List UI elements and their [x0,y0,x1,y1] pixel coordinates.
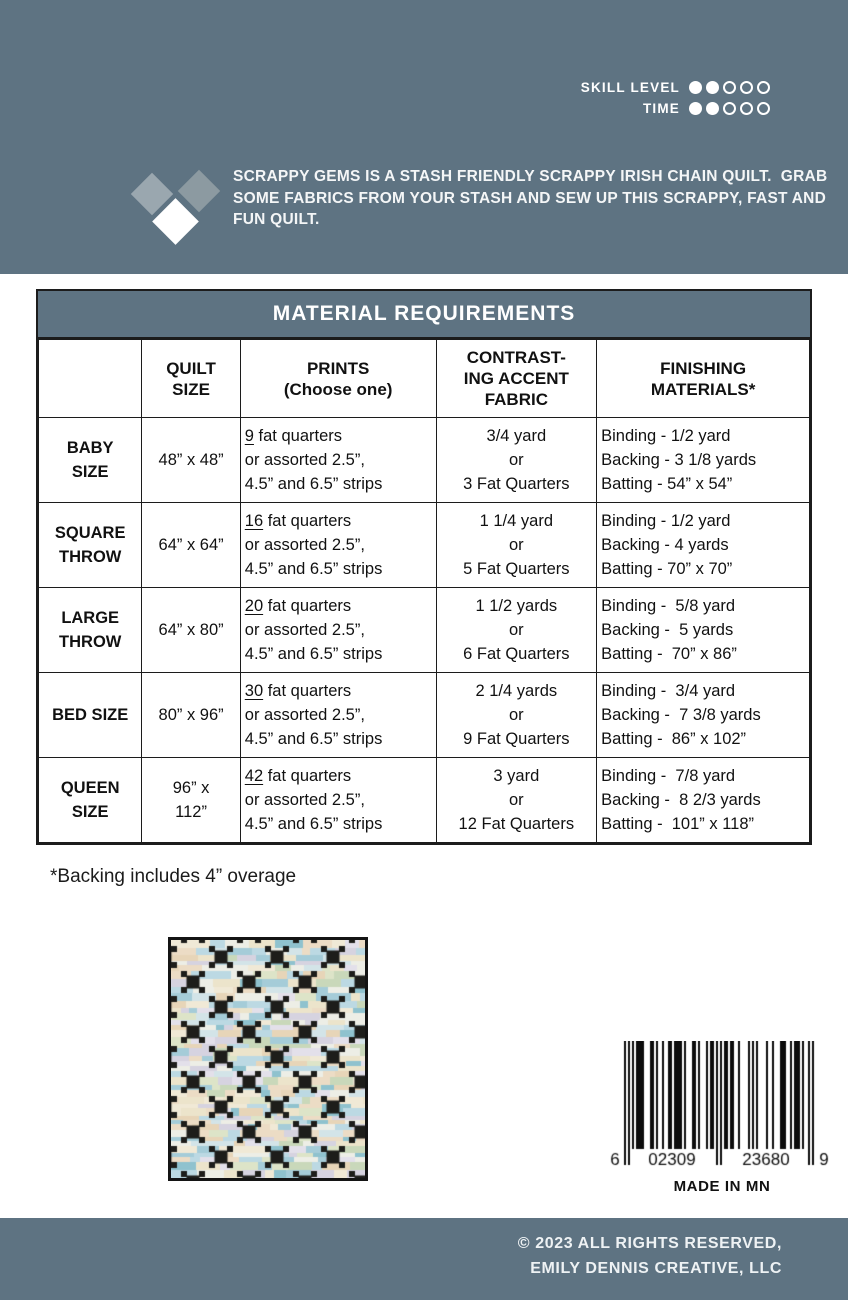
accent-fabric-cell: 3 yard or 12 Fat Quarters [435,757,598,843]
skill-level-dots [689,81,770,94]
material-requirements-table: MATERIAL REQUIREMENTS QUILT SIZE PRINTS (Ch… [36,289,812,845]
dot-empty-icon [740,81,753,94]
finishing-materials-cell: Binding - 5/8 yard Backing - 5 yards Batti… [596,587,810,673]
table-row: LARGE THROW 64” x 80” 20 fat quarters or ass… [37,587,810,673]
prints-cell: 20 fat quarters or assorted 2.5”, 4.5” and… [239,587,437,673]
table-row: BABY SIZE 48” x 48” 9 fat quarters or assort… [37,417,810,503]
skill-time-block: SKILL LEVEL TIME [581,80,770,116]
row-label: BABY SIZE [37,417,143,503]
dot-empty-icon [757,81,770,94]
quilt-size-cell: 64” x 64” [141,502,241,588]
made-in-label: MADE IN MN [673,1178,771,1195]
description-line: SCRAPPY GEMS IS A STASH FRIENDLY SCRAPPY… [233,168,828,185]
table-row: QUEEN SIZE 96” x 112” 42 fat quarters or asso… [37,757,810,843]
time-dots [689,102,770,115]
column-header: PRINTS (Choose one) [239,339,437,418]
quilt-size-cell: 96” x 112” [141,757,241,843]
table-row: BED SIZE 80” x 96” 30 fat quarters or assor… [37,672,810,758]
table-title: MATERIAL REQUIREMENTS [38,291,810,339]
prints-cell: 42 fat quarters or assorted 2.5”, 4.5” and… [239,757,437,843]
table-row: SQUARE THROW 64” x 64” 16 fat quarters or as… [37,502,810,588]
quilt-pattern-canvas [171,940,365,1178]
column-header [37,339,143,418]
dot-filled-icon [689,81,702,94]
quilt-preview-image [168,937,368,1181]
description-line: FUN QUILT. [233,211,320,228]
dot-empty-icon [723,102,736,115]
finishing-materials-cell: Binding - 1/2 yard Backing - 4 yards Batti… [596,502,810,588]
prints-cell: 9 fat quarters or assorted 2.5”, 4.5” and … [239,417,437,503]
row-label: LARGE THROW [37,587,143,673]
dot-filled-icon [706,81,719,94]
accent-fabric-cell: 1 1/4 yard or 5 Fat Quarters [435,502,598,588]
header-band: SKILL LEVEL TIME SCRAPPY GEMS IS A STASH… [0,0,848,274]
barcode-bars [608,1041,836,1175]
barcode: MADE IN MN [608,1041,836,1195]
copyright-line2: EMILY DENNIS CREATIVE, LLC [530,1260,782,1277]
finishing-materials-cell: Binding - 3/4 yard Backing - 7 3/8 yards B… [596,672,810,758]
dot-filled-icon [706,102,719,115]
prints-cell: 16 fat quarters or assorted 2.5”, 4.5” and… [239,502,437,588]
finishing-materials-cell: Binding - 1/2 yard Backing - 3 1/8 yards B… [596,417,810,503]
prints-cell: 30 fat quarters or assorted 2.5”, 4.5” and… [239,672,437,758]
backing-note: *Backing includes 4” overage [50,866,297,887]
finishing-materials-cell: Binding - 7/8 yard Backing - 8 2/3 yards B… [596,757,810,843]
dot-empty-icon [740,102,753,115]
dot-empty-icon [723,81,736,94]
quilt-size-cell: 80” x 96” [141,672,241,758]
row-label: SQUARE THROW [37,502,143,588]
description-line: SOME FABRICS FROM YOUR STASH AND SEW UP … [233,189,827,207]
requirements-grid: QUILT SIZE PRINTS (Choose one) CONTRAST- ING … [37,339,810,843]
column-header: FINISHING MATERIALS* [596,339,810,418]
accent-fabric-cell: 1 1/2 yards or 6 Fat Quarters [435,587,598,673]
row-label: QUEEN SIZE [37,757,143,843]
accent-fabric-cell: 2 1/4 yards or 9 Fat Quarters [435,672,598,758]
quilt-size-cell: 48” x 48” [141,417,241,503]
pattern-description: SCRAPPY GEMS IS A STASH FRIENDLY SCRAPPY… [233,166,833,231]
dot-filled-icon [689,102,702,115]
dot-empty-icon [757,102,770,115]
footer-band: © 2023 ALL RIGHTS RESERVED, EMILY DENNIS… [0,1218,848,1300]
column-header: CONTRAST- ING ACCENT FABRIC [435,339,598,418]
skill-level-row: SKILL LEVEL [581,80,770,95]
quilt-size-cell: 64” x 80” [141,587,241,673]
time-label: TIME [642,101,680,116]
copyright-line1: © 2023 ALL RIGHTS RESERVED, [517,1235,782,1252]
skill-level-label: SKILL LEVEL [580,80,680,95]
time-row: TIME [581,101,770,116]
heart-gem-logo-icon [128,168,221,254]
column-header: QUILT SIZE [141,339,241,418]
row-label: BED SIZE [37,672,143,758]
accent-fabric-cell: 3/4 yard or 3 Fat Quarters [435,417,598,503]
